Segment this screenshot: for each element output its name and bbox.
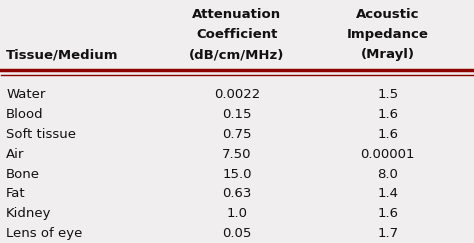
Text: 1.4: 1.4 [377,187,398,200]
Text: 1.0: 1.0 [227,207,247,220]
Text: Coefficient: Coefficient [196,28,278,41]
Text: Fat: Fat [6,187,26,200]
Text: 7.50: 7.50 [222,148,252,161]
Text: Soft tissue: Soft tissue [6,128,76,141]
Text: Lens of eye: Lens of eye [6,227,82,240]
Text: Kidney: Kidney [6,207,52,220]
Text: 1.6: 1.6 [377,207,398,220]
Text: 15.0: 15.0 [222,168,252,181]
Text: Air: Air [6,148,25,161]
Text: 0.00001: 0.00001 [361,148,415,161]
Text: Blood: Blood [6,108,44,121]
Text: 8.0: 8.0 [377,168,398,181]
Text: Bone: Bone [6,168,40,181]
Text: Impedance: Impedance [347,28,428,41]
Text: 0.63: 0.63 [222,187,252,200]
Text: (dB/cm/MHz): (dB/cm/MHz) [189,48,285,61]
Text: 0.0022: 0.0022 [214,88,260,101]
Text: Water: Water [6,88,46,101]
Text: Acoustic: Acoustic [356,9,419,21]
Text: 1.6: 1.6 [377,108,398,121]
Text: 0.15: 0.15 [222,108,252,121]
Text: 0.05: 0.05 [222,227,252,240]
Text: Tissue/Medium: Tissue/Medium [6,48,118,61]
Text: Attenuation: Attenuation [192,9,282,21]
Text: 1.5: 1.5 [377,88,398,101]
Text: (Mrayl): (Mrayl) [361,48,415,61]
Text: 1.7: 1.7 [377,227,398,240]
Text: 1.6: 1.6 [377,128,398,141]
Text: 0.75: 0.75 [222,128,252,141]
